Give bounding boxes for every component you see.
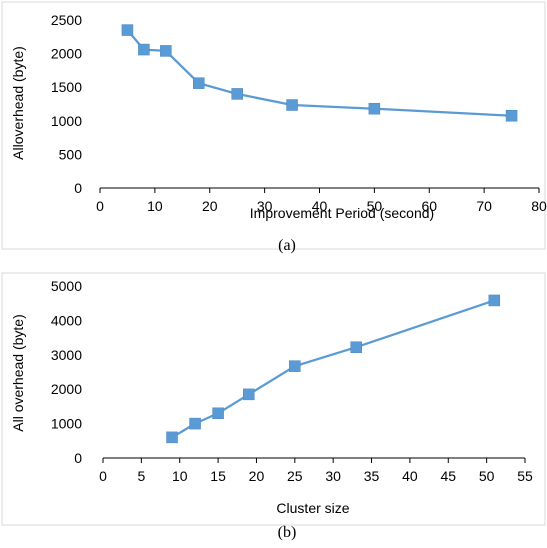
- x-tick-label: 40: [402, 468, 418, 484]
- y-tick-label: 0: [74, 180, 82, 196]
- x-tick-label: 35: [364, 468, 380, 484]
- x-tick-label: 30: [325, 468, 341, 484]
- y-tick-label: 2500: [51, 12, 82, 28]
- y-axis-title: Alloverhead (byte): [10, 46, 26, 160]
- plot-area: [121, 24, 518, 122]
- x-axis-title: Cluster size: [276, 500, 349, 516]
- x-tick-label: 30: [257, 198, 273, 214]
- x-axis: 0 5 10 15 20 25 30 35 40 45 50 55: [99, 458, 533, 484]
- x-tick-label: 70: [476, 198, 492, 214]
- data-point: [243, 388, 255, 401]
- x-axis: 0 10 20 30 40 50 60 70 80: [96, 188, 547, 214]
- chart-frame: [1, 1, 546, 250]
- y-tick-label: 1500: [51, 79, 82, 95]
- y-axis: 0 500 1000 1500 2000 2500: [51, 12, 82, 196]
- chart-frame: [1, 272, 546, 526]
- data-point: [160, 45, 172, 57]
- x-tick-label: 45: [440, 468, 456, 484]
- x-tick-label: 80: [531, 198, 547, 214]
- x-tick-label: 15: [210, 468, 226, 484]
- chart-panel-a: 0 10 20 30 40 50 60 70 80 0 500 1000 1500 2000 2500 I…: [1, 1, 547, 254]
- y-tick-label: 2000: [51, 46, 82, 62]
- x-axis-title: Improvement Period (second): [250, 205, 434, 221]
- data-point: [138, 43, 150, 56]
- x-tick-label: 60: [421, 198, 437, 214]
- panel-caption: (b): [278, 524, 297, 541]
- x-tick-label: 20: [202, 198, 218, 214]
- plot-area: [166, 294, 501, 444]
- x-tick-label: 50: [367, 198, 383, 214]
- y-tick-label: 1000: [51, 113, 82, 129]
- data-point: [231, 88, 243, 100]
- x-tick-label: 10: [172, 468, 188, 484]
- x-tick-label: 25: [287, 468, 303, 484]
- y-tick-label: 5000: [51, 278, 82, 294]
- x-tick-label: 20: [249, 468, 265, 484]
- x-tick-label: 0: [96, 198, 104, 214]
- y-tick-label: 3000: [51, 347, 82, 363]
- data-point: [212, 407, 224, 420]
- x-tick-label: 55: [517, 468, 533, 484]
- y-axis: 0 1000 2000 3000 4000 5000: [51, 278, 82, 466]
- data-point: [505, 110, 518, 122]
- data-point: [488, 294, 501, 307]
- data-point: [189, 417, 201, 430]
- y-tick-label: 4000: [51, 312, 82, 328]
- data-point: [350, 341, 362, 353]
- data-point: [286, 99, 298, 111]
- data-point: [289, 360, 301, 372]
- data-point: [121, 24, 134, 36]
- data-point: [193, 77, 205, 89]
- x-tick-label: 5: [137, 468, 145, 484]
- x-tick-label: 0: [99, 468, 107, 484]
- data-point: [368, 102, 381, 115]
- chart-panel-b: 0 5 10 15 20 25 30 35 40 45 50 55 0 1000 2000 3000 4000…: [1, 272, 546, 541]
- x-tick-label: 10: [147, 198, 163, 214]
- y-tick-label: 2000: [51, 381, 82, 397]
- y-tick-label: 0: [74, 450, 82, 466]
- x-tick-label: 40: [312, 198, 328, 214]
- y-axis-title: All overhead (byte): [10, 314, 26, 432]
- y-tick-label: 1000: [51, 416, 82, 432]
- x-tick-label: 50: [479, 468, 495, 484]
- panel-caption: (a): [278, 237, 296, 254]
- data-point: [166, 431, 178, 444]
- y-tick-label: 500: [59, 146, 83, 162]
